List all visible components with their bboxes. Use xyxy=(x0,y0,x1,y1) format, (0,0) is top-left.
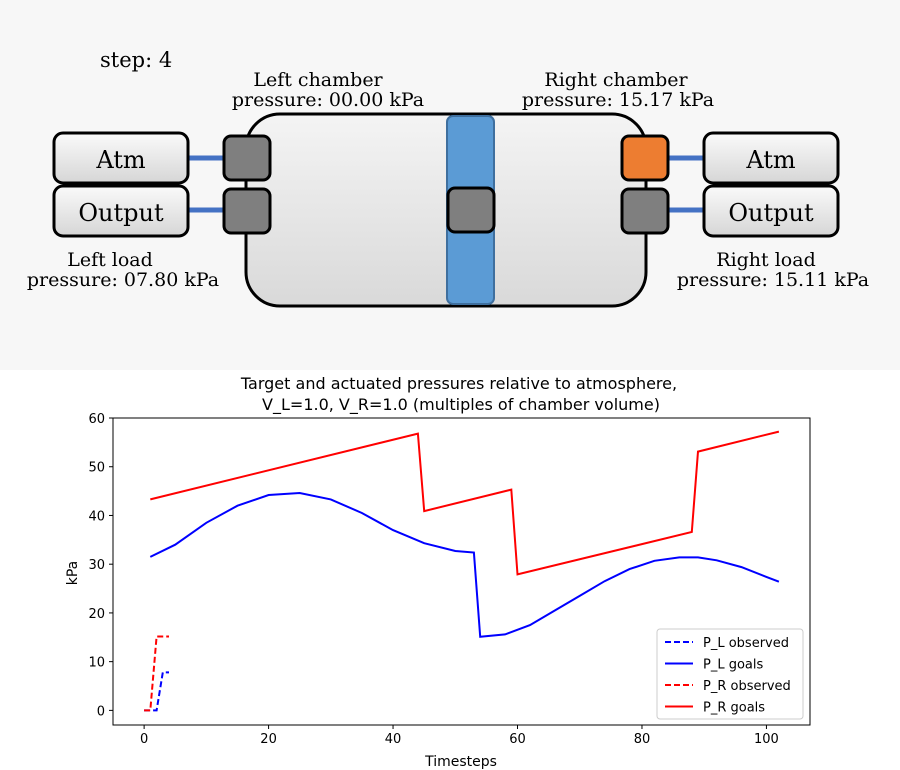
step-counter: step: 4 xyxy=(100,48,172,72)
right-load-title: Right load xyxy=(716,249,815,271)
y-tick-label: 60 xyxy=(88,412,105,427)
pressure-plot: Target and actuated pressures relative t… xyxy=(0,370,900,770)
simulation-panel: step: 4 Left chamber pressure: 00.00 kPa… xyxy=(0,0,900,370)
y-tick-label: 50 xyxy=(88,461,105,476)
legend-label: P_R goals xyxy=(703,701,765,716)
y-axis-label: kPa xyxy=(65,561,81,586)
y-tick-label: 40 xyxy=(88,509,105,524)
left-atm-button[interactable]: Atm xyxy=(52,131,190,185)
right-output-button[interactable]: Output xyxy=(702,184,840,238)
right-atm-button-label: Atm xyxy=(745,146,796,174)
right-chamber-title: Right chamber xyxy=(544,69,688,91)
x-tick-label: 0 xyxy=(140,732,148,747)
right-chamber-pressure: pressure: 15.17 kPa xyxy=(522,89,714,111)
simulation-canvas: step: 4 Left chamber pressure: 00.00 kPa… xyxy=(27,48,869,308)
x-tick-label: 60 xyxy=(509,732,526,747)
x-tick-label: 100 xyxy=(754,732,779,747)
right-load-pressure: pressure: 15.11 kPa xyxy=(677,269,869,291)
plot-frame xyxy=(112,417,811,726)
x-tick-label: 20 xyxy=(260,732,277,747)
left-atm-button-label: Atm xyxy=(95,146,146,174)
y-tick-label: 30 xyxy=(88,558,105,573)
x-axis-label: Timesteps xyxy=(424,754,497,770)
legend-label: P_R observed xyxy=(703,679,791,694)
chart-title-line2: V_L=1.0, V_R=1.0 (multiples of chamber v… xyxy=(262,395,660,415)
series-p-l-observed-line xyxy=(144,671,169,712)
chart-title-line1: Target and actuated pressures relative t… xyxy=(240,374,677,393)
left-output-button-label: Output xyxy=(78,199,164,227)
left-load-title: Left load xyxy=(67,249,153,271)
y-tick-label: 0 xyxy=(97,704,105,719)
left-atm-valve[interactable] xyxy=(222,134,272,182)
left-load-pressure: pressure: 07.80 kPa xyxy=(27,269,219,291)
x-tick-label: 80 xyxy=(634,732,651,747)
legend-label: P_L goals xyxy=(703,658,763,673)
chart-canvas: Target and actuated pressures relative t… xyxy=(65,374,811,770)
left-chamber-pressure: pressure: 00.00 kPa xyxy=(232,89,424,111)
y-tick-label: 10 xyxy=(88,656,105,671)
right-atm-button[interactable]: Atm xyxy=(702,131,840,185)
piston-valve[interactable] xyxy=(446,186,496,234)
left-output-button[interactable]: Output xyxy=(52,184,190,238)
pipes xyxy=(186,155,706,213)
legend-box xyxy=(656,628,804,720)
right-output-button-label: Output xyxy=(728,199,814,227)
legend-label: P_L observed xyxy=(703,636,789,651)
right-atm-valve[interactable] xyxy=(620,134,670,182)
series-p-l-goals-line xyxy=(149,491,780,638)
y-tick-label: 20 xyxy=(88,607,105,622)
right-output-valve[interactable] xyxy=(620,187,670,235)
left-output-valve[interactable] xyxy=(222,187,272,235)
series-p-r-goals-line xyxy=(150,430,780,576)
left-chamber-title: Left chamber xyxy=(253,69,383,91)
series-p-r-observed-line xyxy=(144,635,169,712)
legend: P_L observed P_L goals P_R observed P_R goa… xyxy=(656,628,804,720)
x-tick-label: 40 xyxy=(385,732,402,747)
